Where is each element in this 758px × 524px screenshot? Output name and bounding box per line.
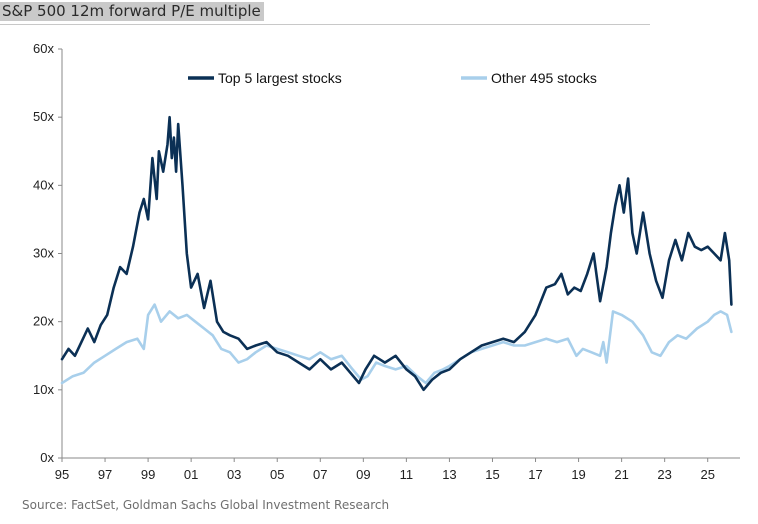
legend-item-top-5: Top 5 largest stocks <box>188 70 342 86</box>
x-axis-labels: 95 97 99 01 03 05 07 09 11 13 15 17 19 21 23 25 <box>55 467 715 482</box>
x-tick-label: 25 <box>700 467 714 482</box>
x-tick-label: 07 <box>313 467 327 482</box>
x-tick-label: 15 <box>485 467 499 482</box>
x-tick-label: 19 <box>571 467 585 482</box>
chart-axes <box>58 48 740 462</box>
legend-label: Other 495 stocks <box>491 70 597 86</box>
y-tick-label: 50x <box>33 109 54 124</box>
x-tick-label: 01 <box>184 467 198 482</box>
series-line-other-495 <box>60 303 733 385</box>
y-tick-label: 0x <box>40 450 54 465</box>
x-tick-label: 13 <box>442 467 456 482</box>
legend-item-other-495: Other 495 stocks <box>461 70 597 86</box>
x-tick-label: 21 <box>614 467 628 482</box>
x-tick-label: 95 <box>55 467 69 482</box>
x-tick-label: 11 <box>400 467 414 482</box>
source-note: Source: FactSet, Goldman Sachs Global In… <box>22 498 390 512</box>
x-tick-label: 17 <box>528 467 542 482</box>
y-axis-labels: 0x 10x 20x 30x 40x 50x 60x <box>33 41 54 465</box>
x-tick-label: 05 <box>270 467 284 482</box>
chart-legend: Top 5 largest stocks Other 495 stocks <box>188 70 597 86</box>
x-tick-label: 23 <box>657 467 671 482</box>
chart-canvas: 0x 10x 20x 30x 40x 50x 60x 95 97 99 01 03 05 07 09 11 1… <box>33 41 740 482</box>
y-tick-label: 60x <box>33 41 54 56</box>
x-tick-label: 09 <box>356 467 370 482</box>
y-tick-label: 20x <box>33 314 54 329</box>
chart-series <box>60 115 733 392</box>
y-tick-label: 40x <box>33 177 54 192</box>
y-tick-label: 30x <box>33 246 54 261</box>
legend-label: Top 5 largest stocks <box>218 70 342 86</box>
x-tick-label: 99 <box>141 467 155 482</box>
y-tick-label: 10x <box>33 382 54 397</box>
x-tick-label: 97 <box>98 467 112 482</box>
x-tick-label: 03 <box>227 467 241 482</box>
chart-title: S&P 500 12m forward P/E multiple <box>0 2 264 21</box>
title-rule: S&P 500 12m forward P/E multiple <box>0 0 650 25</box>
series-line-top-5 <box>60 115 733 392</box>
